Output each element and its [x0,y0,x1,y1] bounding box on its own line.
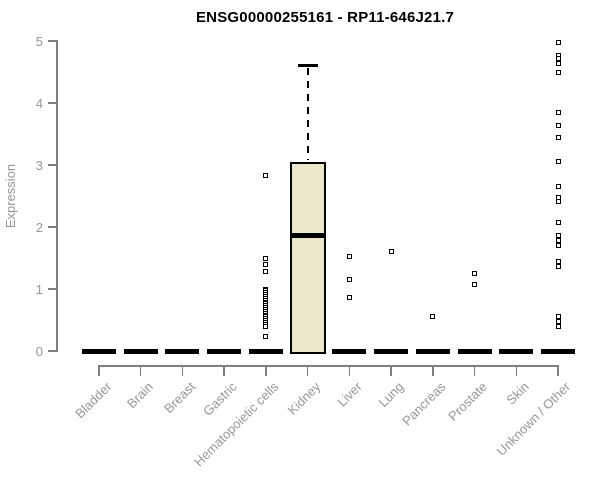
x-axis-label-prostate: Prostate [445,379,491,424]
x-tick-mark [265,365,267,376]
outlier-point [555,109,561,115]
zero-bar-pancreas [415,348,450,354]
box-kidney [289,161,326,354]
whisker-cap-kidney [297,64,318,67]
zero-bar-bladder [82,348,116,354]
zero-bar-unknown-other [541,348,576,354]
outlier-point [555,183,561,189]
outlier-point [346,254,352,260]
outlier-point [263,268,269,274]
outlier-point [263,255,269,261]
y-tick-mark [48,288,57,290]
x-tick-mark [223,365,225,376]
outlier-point [346,295,352,301]
x-tick-mark [557,365,559,376]
x-axis-label-lung: Lung [375,379,407,411]
outlier-point [555,220,561,226]
x-axis-label-brain: Brain [124,379,157,412]
outlier-point [555,122,561,128]
outlier-point [555,238,561,244]
outlier-point [555,314,561,320]
whisker-kidney [306,67,309,160]
x-tick-mark [348,365,351,376]
y-tick-label: 3 [35,157,43,173]
outlier-point [346,277,352,283]
x-axis-label-kidney: Kidney [284,379,324,418]
outlier-point [263,333,269,339]
zero-bar-gastric [207,348,242,354]
zero-bar-liver [332,348,367,354]
y-tick-label: 1 [35,281,43,297]
outlier-point [555,134,561,140]
outlier-point [555,69,561,75]
outlier-point [555,60,561,66]
zero-bar-breast [165,348,200,354]
x-tick-mark [181,365,184,376]
y-tick-label: 4 [35,95,43,111]
y-axis-line [56,40,58,352]
zero-bar-brain [123,348,158,354]
outlier-point [555,199,561,205]
x-tick-mark [390,365,392,376]
outlier-point [430,314,436,320]
x-tick-mark [473,365,476,376]
outlier-point [555,39,561,45]
outlier-point [555,263,561,269]
y-axis-title: Expression [3,163,18,229]
y-tick-mark [48,102,57,104]
outlier-point [555,233,561,239]
outlier-point [263,262,269,268]
x-tick-mark [98,365,100,376]
y-tick-label: 5 [35,33,43,49]
x-axis-label-liver: Liver [334,379,365,410]
zero-bar-hematopoietic-cells [248,348,283,354]
outlier-point [263,323,269,329]
x-axis-line [98,365,559,367]
outlier-point [555,158,561,164]
x-axis-label-gastric: Gastric [200,379,240,419]
x-tick-mark [432,365,434,376]
outlier-point [555,323,561,329]
y-tick-mark [48,226,57,228]
outlier-point [263,173,269,179]
y-tick-label: 2 [35,219,43,235]
outlier-point [388,249,394,255]
x-axis-label-breast: Breast [160,379,199,417]
y-tick-label: 0 [35,343,43,359]
outlier-point [472,271,478,276]
x-axis-label-unknown-other: Unknown / Other [494,379,574,459]
chart-title: ENSG00000255161 - RP11-646J21.7 [195,9,455,26]
zero-bar-skin [499,348,534,354]
x-axis-label-skin: Skin [503,379,532,408]
zero-bar-prostate [457,348,492,354]
zero-bar-lung [374,348,409,354]
y-tick-mark [48,164,57,166]
x-tick-mark [139,365,142,376]
outlier-point [472,281,478,287]
outlier-point [555,243,561,249]
x-axis-label-bladder: Bladder [72,379,115,422]
median-line-kidney [291,232,324,238]
y-tick-mark [48,350,57,352]
x-axis-label-pancreas: Pancreas [399,379,449,429]
x-tick-mark [306,365,309,376]
x-tick-mark [515,365,518,376]
y-tick-mark [48,40,57,42]
